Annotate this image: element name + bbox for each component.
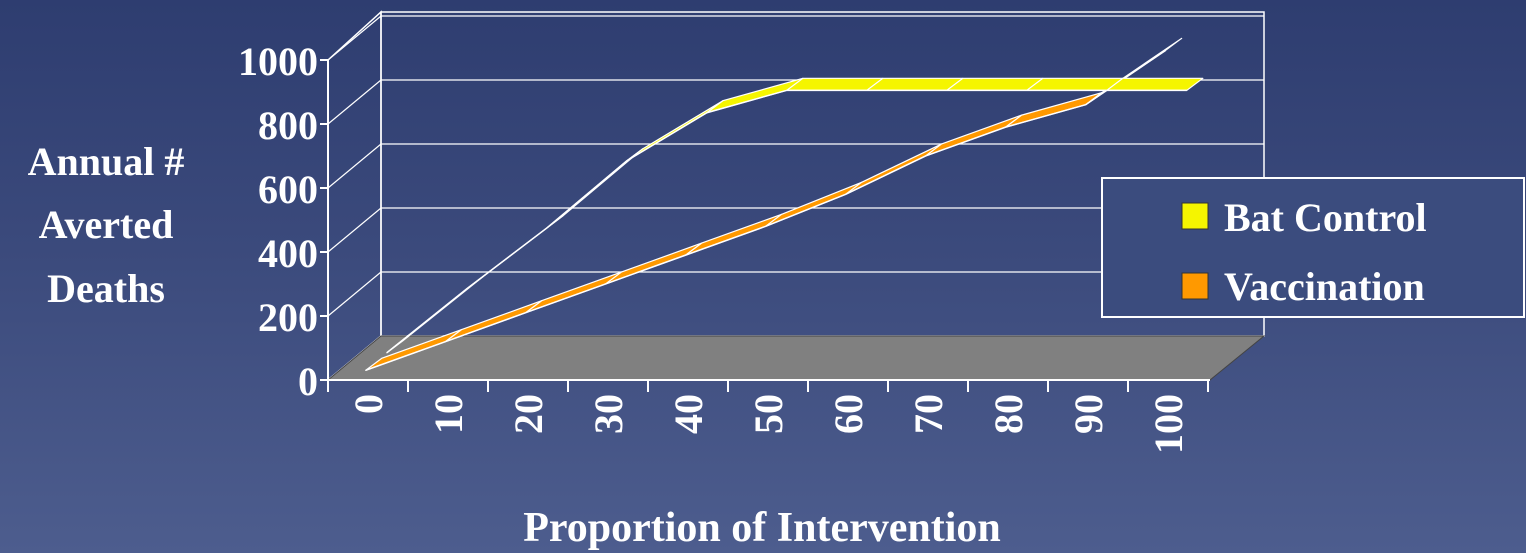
chart-floor <box>326 335 1266 381</box>
y-tick-label: 0 <box>298 359 318 404</box>
gridline <box>327 143 1264 189</box>
x-tick-label: 30 <box>586 394 631 434</box>
gridline <box>327 207 1264 253</box>
series-line <box>365 49 1167 372</box>
y-tick-label: 400 <box>258 231 318 276</box>
x-tick-label: 10 <box>426 394 471 434</box>
gridline <box>327 15 1264 61</box>
series-segment <box>706 77 804 114</box>
y-axis-title-line-1: Annual # <box>28 139 185 184</box>
y-axis-title-line-3: Deaths <box>47 266 165 311</box>
legend-label-vaccination: Vaccination <box>1224 264 1425 309</box>
legend-label-bat-control: Bat Control <box>1224 195 1427 240</box>
x-tick-label: 80 <box>986 394 1031 434</box>
y-tick-label: 800 <box>258 103 318 148</box>
x-axis-title: Proportion of Intervention <box>523 505 1001 551</box>
series-segment <box>925 114 1023 157</box>
gridline <box>327 271 1264 317</box>
legend: Bat Control Vaccination <box>1101 177 1525 318</box>
series-bat-control <box>386 77 1204 354</box>
series-segment <box>605 242 703 285</box>
legend-swatch-vaccination <box>1181 272 1209 300</box>
series-line <box>386 89 1187 354</box>
legend-swatch-bat-control <box>1181 202 1209 230</box>
y-tick-label: 600 <box>258 167 318 212</box>
x-tick-label: 50 <box>746 394 791 434</box>
axes-layer: 0 200 400 600 800 1000 0 10 20 30 40 50 60 70 80 90 100 <box>238 39 1210 454</box>
series-segment <box>685 213 783 256</box>
floor <box>326 335 1266 381</box>
x-tick-label: 0 <box>346 394 391 414</box>
series-segment <box>1106 77 1204 91</box>
series-segment <box>765 181 863 227</box>
x-tick-label: 90 <box>1066 394 1111 434</box>
x-tick-label: 40 <box>666 394 711 434</box>
series-layer <box>365 37 1204 372</box>
series-segment <box>1005 92 1103 128</box>
x-tick-label: 70 <box>906 394 951 434</box>
side-wall <box>327 10 382 382</box>
y-axis-title-line-2: Averted <box>39 202 174 247</box>
x-tick-label: 100 <box>1146 394 1191 454</box>
x-tick-label: 60 <box>826 394 871 434</box>
series-segment <box>525 271 623 314</box>
x-tick-label: 20 <box>506 394 551 434</box>
legend-box <box>1101 177 1525 318</box>
y-tick-label: 200 <box>258 295 318 340</box>
y-tick-label: 1000 <box>238 39 318 84</box>
